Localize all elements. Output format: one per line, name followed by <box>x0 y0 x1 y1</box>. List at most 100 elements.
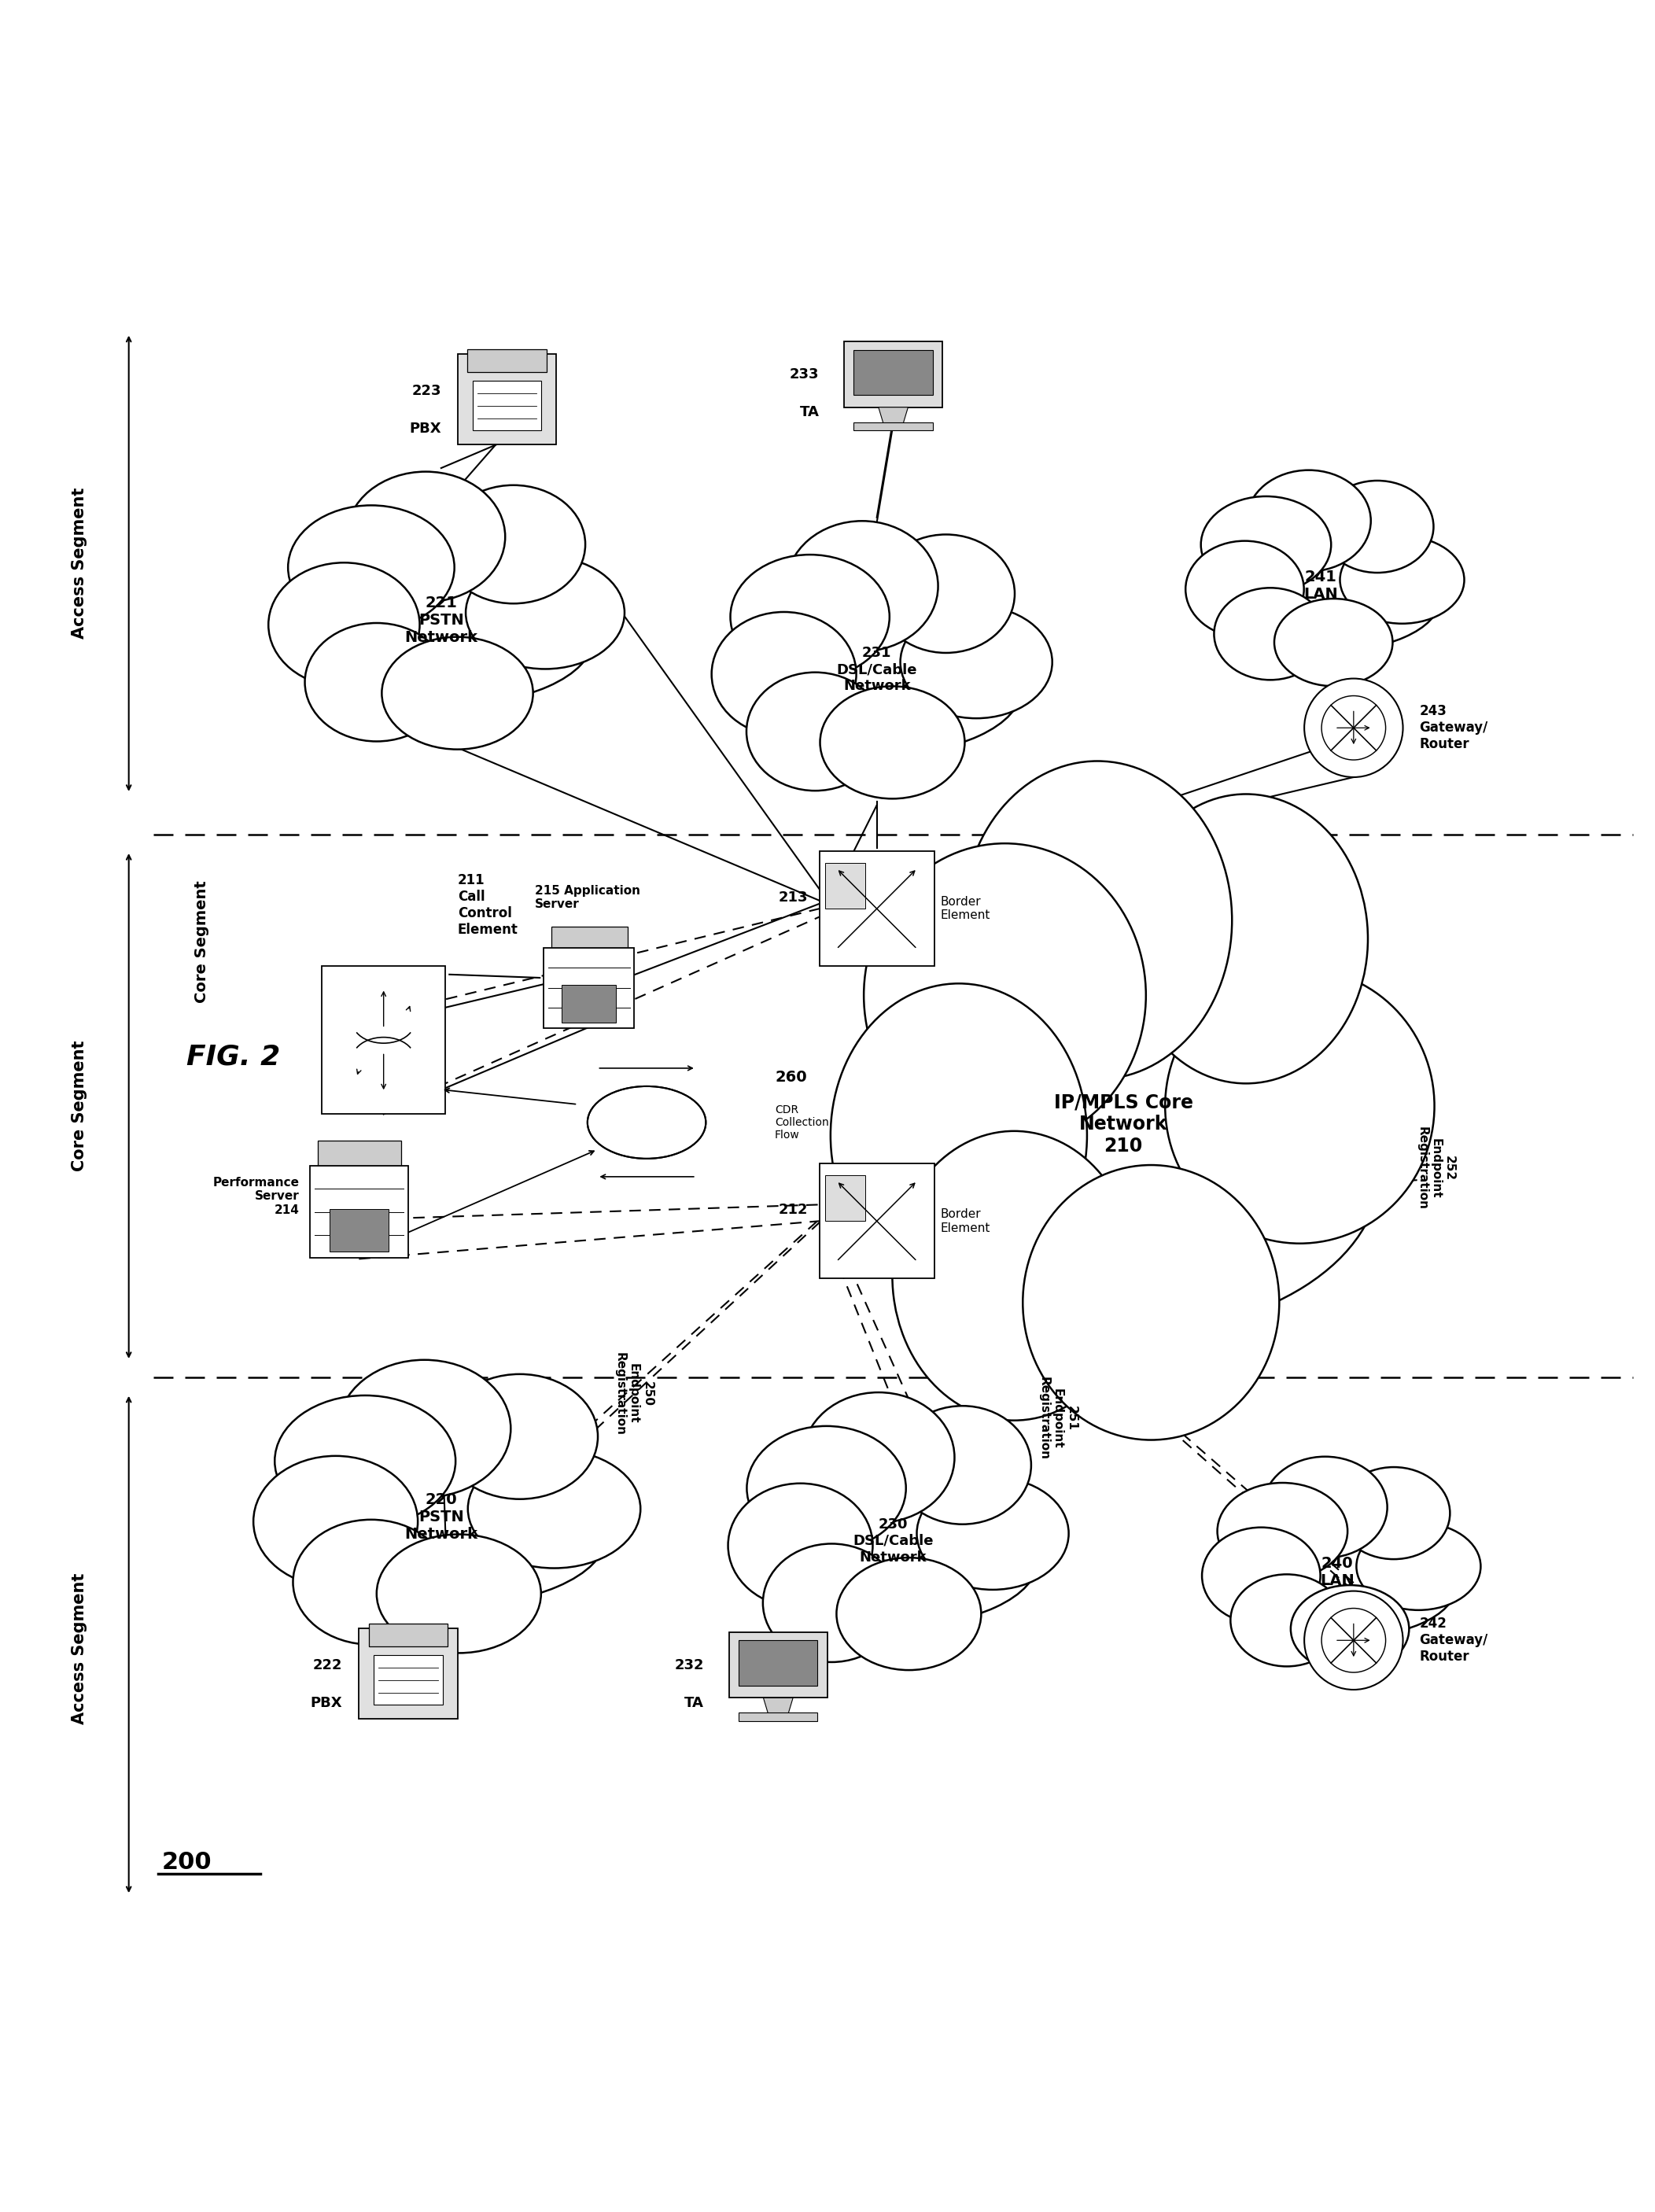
Ellipse shape <box>1218 1482 1347 1579</box>
Bar <box>467 349 546 372</box>
Ellipse shape <box>963 761 1231 1079</box>
Ellipse shape <box>786 522 938 650</box>
Text: 251
Endpoint
Registration: 251 Endpoint Registration <box>1038 1376 1077 1460</box>
Ellipse shape <box>831 984 1087 1287</box>
Ellipse shape <box>763 1544 900 1661</box>
Text: FIG. 2: FIG. 2 <box>187 1044 280 1071</box>
Ellipse shape <box>864 843 1145 1148</box>
Bar <box>323 967 445 1115</box>
Text: 212: 212 <box>778 1203 808 1217</box>
Text: IP/MPLS Core
Network
210: IP/MPLS Core Network 210 <box>1054 1093 1193 1155</box>
Ellipse shape <box>1165 969 1435 1243</box>
Ellipse shape <box>1263 1458 1387 1557</box>
Text: TA: TA <box>799 405 819 420</box>
Ellipse shape <box>1357 1522 1481 1610</box>
Ellipse shape <box>1218 1535 1455 1639</box>
Ellipse shape <box>442 1374 597 1500</box>
Text: 233: 233 <box>789 367 819 380</box>
Text: 222: 222 <box>313 1659 343 1672</box>
Text: Access Segment: Access Segment <box>71 1573 88 1723</box>
Ellipse shape <box>1202 495 1331 593</box>
Ellipse shape <box>275 1396 455 1526</box>
Ellipse shape <box>746 1427 905 1551</box>
Ellipse shape <box>1341 535 1465 624</box>
Ellipse shape <box>1263 1458 1387 1557</box>
Text: Core Segment: Core Segment <box>71 1040 88 1172</box>
Ellipse shape <box>803 1391 955 1522</box>
Text: 242
Gateway/
Router: 242 Gateway/ Router <box>1420 1617 1488 1663</box>
Ellipse shape <box>290 573 592 706</box>
Text: Border
Element: Border Element <box>940 1208 990 1234</box>
Ellipse shape <box>730 555 889 679</box>
Text: 252
Endpoint
Registration: 252 Endpoint Registration <box>1417 1126 1455 1210</box>
Ellipse shape <box>732 622 1021 754</box>
Ellipse shape <box>1202 1526 1321 1624</box>
Ellipse shape <box>465 557 624 668</box>
Text: PBX: PBX <box>409 422 442 436</box>
Text: Access Segment: Access Segment <box>71 489 88 639</box>
Ellipse shape <box>894 1407 1031 1524</box>
Text: CDR
Collection
Flow: CDR Collection Flow <box>775 1104 829 1141</box>
Ellipse shape <box>268 562 420 688</box>
Text: 240
LAN: 240 LAN <box>1321 1555 1354 1588</box>
Ellipse shape <box>1337 1467 1450 1559</box>
Ellipse shape <box>746 672 884 790</box>
Bar <box>826 1175 866 1221</box>
Text: Performance
Server
214: Performance Server 214 <box>213 1177 300 1217</box>
Bar <box>844 341 943 407</box>
Ellipse shape <box>465 557 624 668</box>
FancyBboxPatch shape <box>551 927 627 1018</box>
Bar <box>329 1208 389 1252</box>
Ellipse shape <box>894 1407 1031 1524</box>
Ellipse shape <box>730 555 889 679</box>
Ellipse shape <box>1321 480 1433 573</box>
Ellipse shape <box>819 686 965 799</box>
Circle shape <box>1304 1590 1403 1690</box>
Ellipse shape <box>1291 1586 1408 1672</box>
Ellipse shape <box>728 1484 872 1608</box>
Ellipse shape <box>963 761 1231 1079</box>
Text: 221
PSTN
Network: 221 PSTN Network <box>404 595 478 646</box>
Ellipse shape <box>1246 471 1370 571</box>
Ellipse shape <box>819 686 965 799</box>
Ellipse shape <box>293 1520 449 1644</box>
Ellipse shape <box>377 1535 541 1652</box>
Ellipse shape <box>442 1374 597 1500</box>
Ellipse shape <box>1321 480 1433 573</box>
Text: 200: 200 <box>162 1851 212 1874</box>
Ellipse shape <box>377 1535 541 1652</box>
Ellipse shape <box>253 1455 417 1588</box>
Ellipse shape <box>877 535 1015 653</box>
Ellipse shape <box>346 471 505 602</box>
Text: Core Segment: Core Segment <box>195 880 210 1002</box>
Ellipse shape <box>831 984 1087 1287</box>
Ellipse shape <box>712 613 856 737</box>
Bar <box>728 1632 828 1699</box>
Ellipse shape <box>1357 1522 1481 1610</box>
Ellipse shape <box>346 471 505 602</box>
Bar <box>819 1164 935 1279</box>
Ellipse shape <box>1165 969 1435 1243</box>
Text: 220
PSTN
Network: 220 PSTN Network <box>404 1491 478 1542</box>
Ellipse shape <box>917 1478 1069 1590</box>
Ellipse shape <box>1246 471 1370 571</box>
Ellipse shape <box>836 1557 981 1670</box>
Ellipse shape <box>468 1449 640 1568</box>
Ellipse shape <box>442 484 586 604</box>
Ellipse shape <box>1337 1467 1450 1559</box>
Bar <box>854 422 933 431</box>
Ellipse shape <box>877 535 1015 653</box>
Ellipse shape <box>382 637 533 750</box>
Ellipse shape <box>338 1360 511 1498</box>
Text: PBX: PBX <box>311 1697 343 1710</box>
Ellipse shape <box>1124 794 1369 1084</box>
Ellipse shape <box>892 1130 1135 1420</box>
Ellipse shape <box>1215 588 1327 679</box>
Ellipse shape <box>803 1391 955 1522</box>
Text: 231
DSL/Cable
Network: 231 DSL/Cable Network <box>836 646 917 692</box>
Ellipse shape <box>253 1455 417 1588</box>
Text: 211
Call
Control
Element: 211 Call Control Element <box>457 874 518 936</box>
Bar <box>309 1166 409 1259</box>
Circle shape <box>1322 1608 1385 1672</box>
Ellipse shape <box>1124 794 1369 1084</box>
